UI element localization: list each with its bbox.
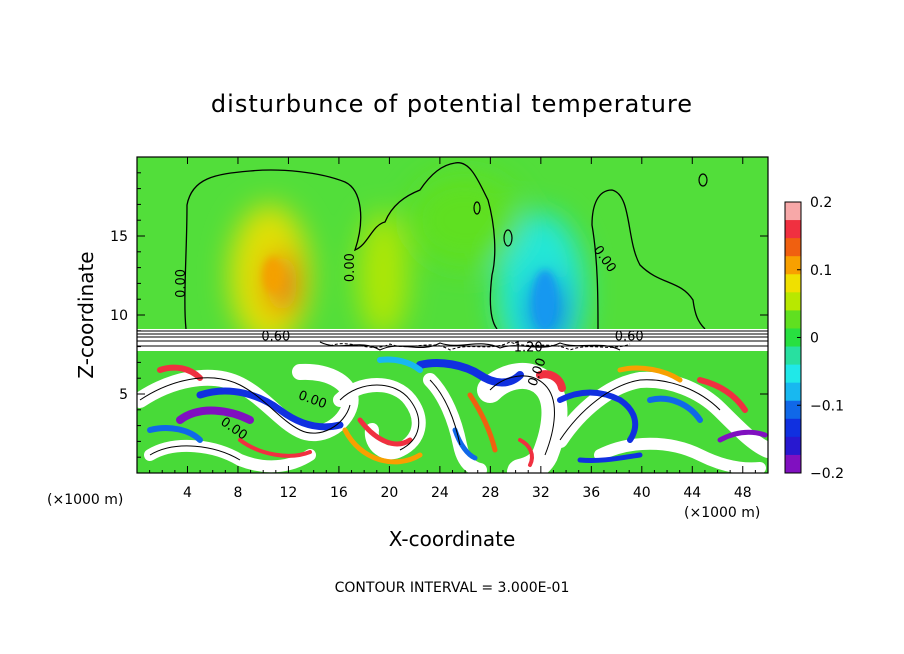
lower-contour-line-4 — [429, 379, 461, 446]
contour-label-4: 0.60 — [615, 329, 644, 344]
turbulent-structure-20 — [717, 429, 768, 443]
colorbar-tick-label: −0.2 — [810, 466, 844, 482]
contour-line-zero-upper-right — [591, 189, 706, 329]
x-tick-label: 12 — [280, 485, 298, 501]
colorbar-swatch — [785, 454, 801, 474]
colorbar-swatch — [785, 382, 801, 402]
x-tick-label: 8 — [233, 485, 242, 501]
x-tick-label: 44 — [683, 485, 701, 501]
turbulent-structure-21 — [157, 364, 203, 381]
colorbar-ticks: 0.2 0.1 0 −0.1 −0.2 — [797, 195, 844, 482]
lower-contour-line-1 — [339, 384, 420, 451]
colorbar-swatch — [785, 292, 801, 311]
turbulent-structure-10 — [357, 417, 413, 447]
colorbar-swatch — [785, 238, 801, 257]
x-unit-right: (×1000 m) — [684, 505, 760, 521]
turbulent-structure-15 — [536, 370, 566, 392]
turbulent-structure-18 — [647, 395, 703, 423]
y-tick-label: 5 — [119, 387, 128, 403]
colorbar-swatch — [785, 202, 801, 221]
contour-line-zero-upper — [184, 162, 498, 329]
x-tick-label: 16 — [330, 485, 348, 501]
contour-label-3: 0.60 — [261, 329, 290, 344]
turbulent-structure-17 — [617, 365, 683, 383]
colorbar-swatch — [785, 256, 801, 275]
colorbar-swatch — [785, 400, 801, 420]
colorbar-swatch — [785, 346, 801, 366]
chart-title: disturbunce of potential temperature — [211, 90, 693, 118]
contour-label-0: 0.00 — [174, 269, 189, 298]
x-tick-label: 4 — [183, 485, 192, 501]
upper-layer-field — [137, 157, 768, 329]
turbulent-structure-14 — [452, 427, 478, 461]
turbulent-structure-8 — [196, 387, 344, 431]
inversion-band — [137, 329, 768, 351]
lower-contour-line-2 — [489, 375, 555, 456]
colorbar-swatch — [785, 364, 801, 384]
turbulent-structure-6 — [594, 437, 766, 473]
x-tick-label: 32 — [532, 485, 550, 501]
contour-label-1: 0.00 — [343, 253, 358, 282]
turbulent-structure-13 — [467, 392, 498, 453]
x-unit-left: (×1000 m) — [47, 492, 123, 508]
x-tick-label: 24 — [431, 485, 449, 501]
colorbar-swatch — [785, 418, 801, 438]
turbulent-structure-9 — [147, 425, 203, 443]
x-tick-label: 36 — [582, 485, 600, 501]
colorbar — [785, 202, 801, 474]
y-tick-label: 10 — [110, 308, 128, 324]
turbulent-structure-7 — [176, 406, 254, 424]
x-tick-label: 20 — [380, 485, 398, 501]
turbulent-structure-24 — [377, 356, 423, 373]
contour-loop — [473, 201, 481, 215]
colorbar-tick-label: −0.1 — [810, 398, 844, 414]
turbulent-structure-11 — [342, 427, 423, 465]
colorbar-swatch — [785, 310, 801, 329]
y-axis-label: Z-coordinate — [74, 251, 98, 378]
cool-core-anomaly — [533, 270, 557, 329]
y-tick-label: 15 — [110, 229, 128, 245]
x-axis-label: X-coordinate — [389, 527, 516, 551]
x-axis-ticks: 4 8 12 16 20 24 28 32 36 40 44 48 — [149, 157, 756, 501]
turbulent-structure-22 — [238, 438, 312, 458]
x-tick-label: 28 — [481, 485, 499, 501]
x-tick-label: 40 — [633, 485, 651, 501]
turbulent-structure-25 — [518, 438, 534, 467]
lower-layer-field — [137, 351, 768, 473]
y-axis-ticks: 5 10 15 — [110, 172, 768, 458]
contour-label-5: 1.20 — [514, 340, 543, 355]
colorbar-tick-label: 0.1 — [810, 263, 832, 279]
colorbar-swatch — [785, 328, 801, 348]
contour-interval: CONTOUR INTERVAL = 3.000E-01 — [335, 580, 570, 596]
colorbar-tick-label: 0 — [810, 331, 819, 347]
warm-core-anomaly — [263, 257, 283, 293]
colorbar-swatch — [785, 220, 801, 239]
colorbar-tick-label: 0.2 — [810, 195, 832, 211]
turbulent-structure-16 — [557, 389, 639, 443]
upper-anomaly-2 — [357, 212, 409, 329]
x-tick-label: 48 — [734, 485, 752, 501]
turbulent-structure-12 — [416, 359, 524, 387]
lower-contour-line-5 — [149, 445, 241, 461]
lower-contour-line-0 — [139, 377, 351, 434]
turbulent-structure-23 — [577, 452, 643, 463]
contour-loop — [698, 173, 708, 187]
contour-loop — [503, 229, 513, 247]
lower-contour-line-3 — [559, 379, 721, 441]
colorbar-swatch — [785, 274, 801, 293]
turbulent-structure-19 — [697, 377, 748, 413]
colorbar-swatch — [785, 436, 801, 456]
upper-anomaly-5 — [408, 172, 522, 268]
